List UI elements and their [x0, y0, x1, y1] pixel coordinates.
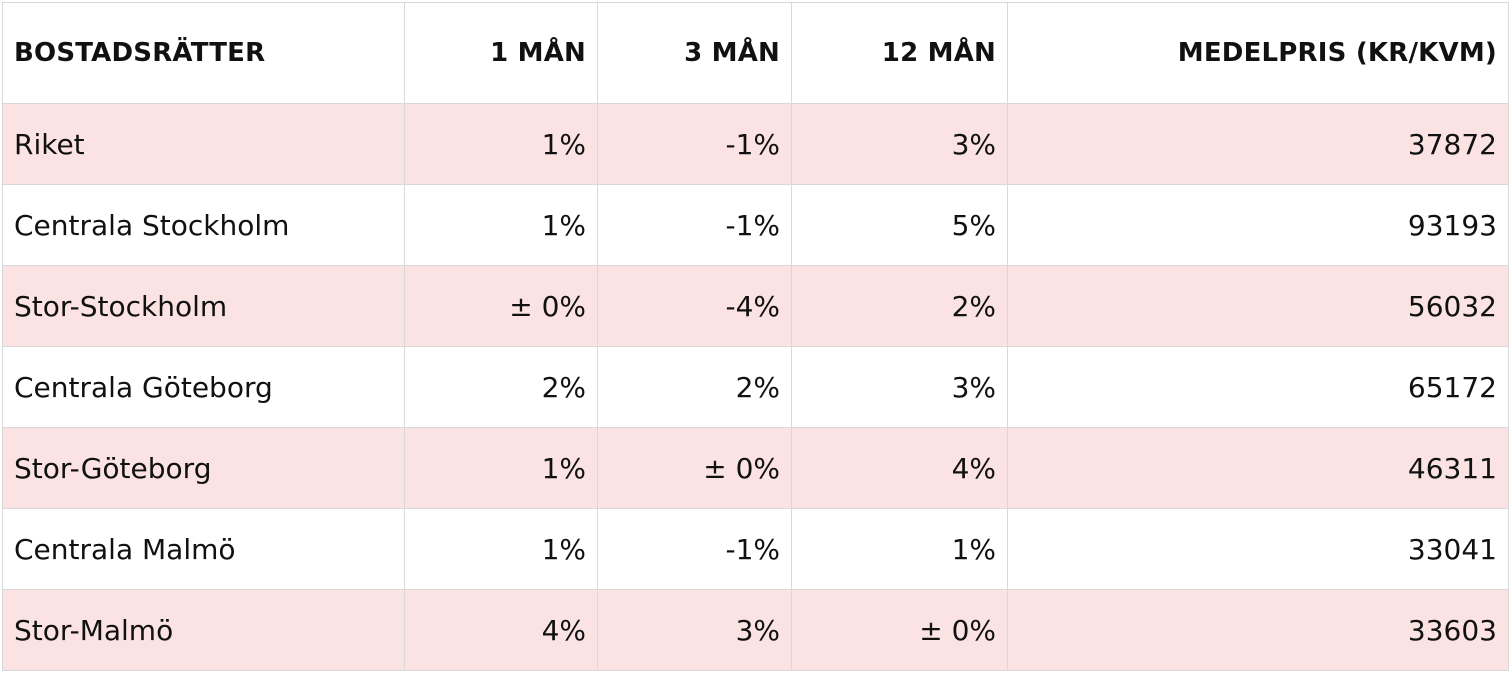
region-cell: Centrala Göteborg — [2, 346, 405, 428]
change-3-month-cell: -1% — [597, 184, 792, 266]
region-cell: Stor-Malmö — [2, 589, 405, 671]
header-3-man: 3 MÅN — [597, 2, 792, 104]
change-3-month-cell: 3% — [597, 589, 792, 671]
change-12-month-cell: ± 0% — [791, 589, 1008, 671]
table-row: Stor-Göteborg 1% ± 0% 4% 46311 — [2, 427, 1509, 509]
table-row: Stor-Malmö 4% 3% ± 0% 33603 — [2, 589, 1509, 671]
region-cell: Stor-Göteborg — [2, 427, 405, 509]
header-1-man: 1 MÅN — [404, 2, 598, 104]
change-3-month-cell: -4% — [597, 265, 792, 347]
average-price-cell: 46311 — [1007, 427, 1509, 509]
change-1-month-cell: ± 0% — [404, 265, 598, 347]
region-cell: Stor-Stockholm — [2, 265, 405, 347]
header-12-man: 12 MÅN — [791, 2, 1008, 104]
change-12-month-cell: 1% — [791, 508, 1008, 590]
average-price-cell: 33603 — [1007, 589, 1509, 671]
change-12-month-cell: 2% — [791, 265, 1008, 347]
change-12-month-cell: 4% — [791, 427, 1008, 509]
average-price-cell: 65172 — [1007, 346, 1509, 428]
header-bostadsratter: BOSTADSRÄTTER — [2, 2, 405, 104]
change-3-month-cell: -1% — [597, 508, 792, 590]
change-1-month-cell: 2% — [404, 346, 598, 428]
average-price-cell: 37872 — [1007, 103, 1509, 185]
table-row: Centrala Stockholm 1% -1% 5% 93193 — [2, 184, 1509, 266]
change-3-month-cell: ± 0% — [597, 427, 792, 509]
change-1-month-cell: 1% — [404, 508, 598, 590]
change-1-month-cell: 1% — [404, 103, 598, 185]
change-1-month-cell: 1% — [404, 184, 598, 266]
region-cell: Centrala Stockholm — [2, 184, 405, 266]
table-header-row: BOSTADSRÄTTER 1 MÅN 3 MÅN 12 MÅN MEDELPR… — [2, 2, 1509, 104]
header-medelpris: MEDELPRIS (KR/KVM) — [1007, 2, 1509, 104]
average-price-cell: 33041 — [1007, 508, 1509, 590]
region-cell: Riket — [2, 103, 405, 185]
change-3-month-cell: 2% — [597, 346, 792, 428]
change-12-month-cell: 5% — [791, 184, 1008, 266]
change-1-month-cell: 4% — [404, 589, 598, 671]
table-row: Centrala Malmö 1% -1% 1% 33041 — [2, 508, 1509, 590]
average-price-cell: 93193 — [1007, 184, 1509, 266]
table-row: Centrala Göteborg 2% 2% 3% 65172 — [2, 346, 1509, 428]
table-row: Riket 1% -1% 3% 37872 — [2, 103, 1509, 185]
table-row: Stor-Stockholm ± 0% -4% 2% 56032 — [2, 265, 1509, 347]
change-1-month-cell: 1% — [404, 427, 598, 509]
change-12-month-cell: 3% — [791, 103, 1008, 185]
region-cell: Centrala Malmö — [2, 508, 405, 590]
average-price-cell: 56032 — [1007, 265, 1509, 347]
change-3-month-cell: -1% — [597, 103, 792, 185]
change-12-month-cell: 3% — [791, 346, 1008, 428]
